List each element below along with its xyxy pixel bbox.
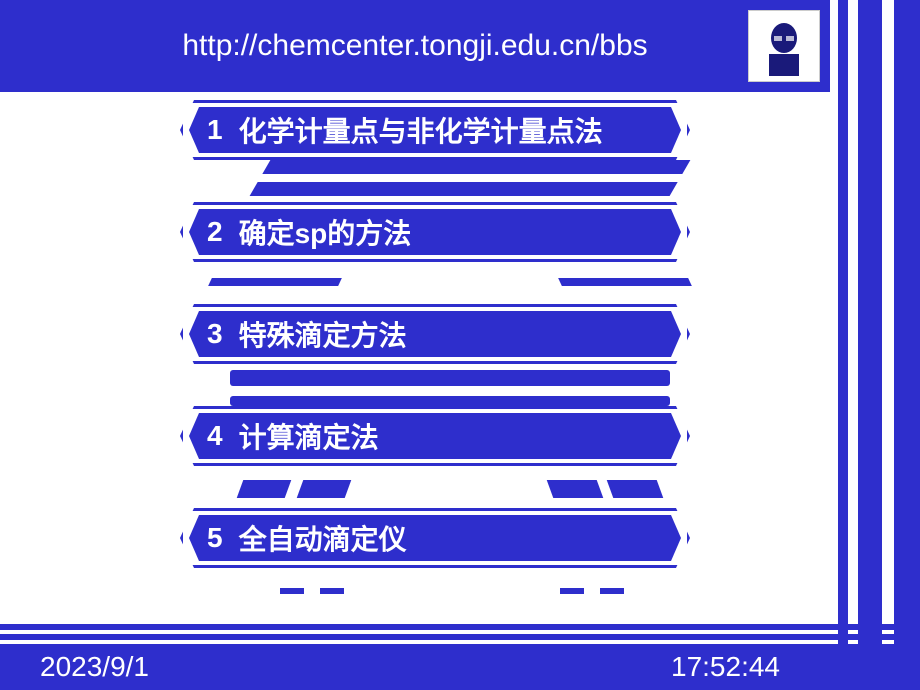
menu-num: 4 [207, 420, 223, 452]
menu-label: 计算滴定法 [239, 416, 379, 456]
horizontal-stripe [0, 634, 920, 640]
avatar [748, 10, 820, 82]
menu-label: 特殊滴定方法 [239, 314, 407, 354]
decor-bar [210, 268, 690, 298]
menu-item-2[interactable]: 2 确定sp的方法 [180, 202, 690, 262]
menu-item-4[interactable]: 4 计算滴定法 [180, 406, 690, 466]
vertical-stripe [838, 0, 848, 690]
menu-label: 全自动滴定仪 [239, 518, 407, 558]
horizontal-stripe [0, 624, 920, 630]
menu-num: 2 [207, 216, 223, 248]
menu-num: 1 [207, 114, 223, 146]
footer-date: 2023/9/1 [40, 651, 149, 683]
menu-item-5[interactable]: 5 全自动滴定仪 [180, 508, 690, 568]
header-bar: http://chemcenter.tongji.edu.cn/bbs [0, 0, 830, 92]
menu-item-3[interactable]: 3 特殊滴定方法 [180, 304, 690, 364]
menu-label: 确定sp的方法 [239, 212, 412, 252]
vertical-stripe [894, 0, 920, 690]
menu-num: 5 [207, 522, 223, 554]
footer-time: 17:52:44 [671, 651, 780, 683]
menu-label: 化学计量点与非化学计量点法 [239, 110, 603, 150]
decor-bar [270, 582, 630, 602]
menu-num: 3 [207, 318, 223, 350]
avatar-portrait-icon [754, 16, 814, 76]
decor-bar [250, 160, 691, 196]
menu-item-1[interactable]: 1 化学计量点与非化学计量点法 [180, 100, 690, 160]
footer-bar: 2023/9/1 17:52:44 [0, 644, 920, 690]
decor-bar [230, 370, 670, 406]
header-url: http://chemcenter.tongji.edu.cn/bbs [182, 29, 647, 63]
vertical-stripe [858, 0, 882, 690]
decor-bar [230, 476, 660, 502]
